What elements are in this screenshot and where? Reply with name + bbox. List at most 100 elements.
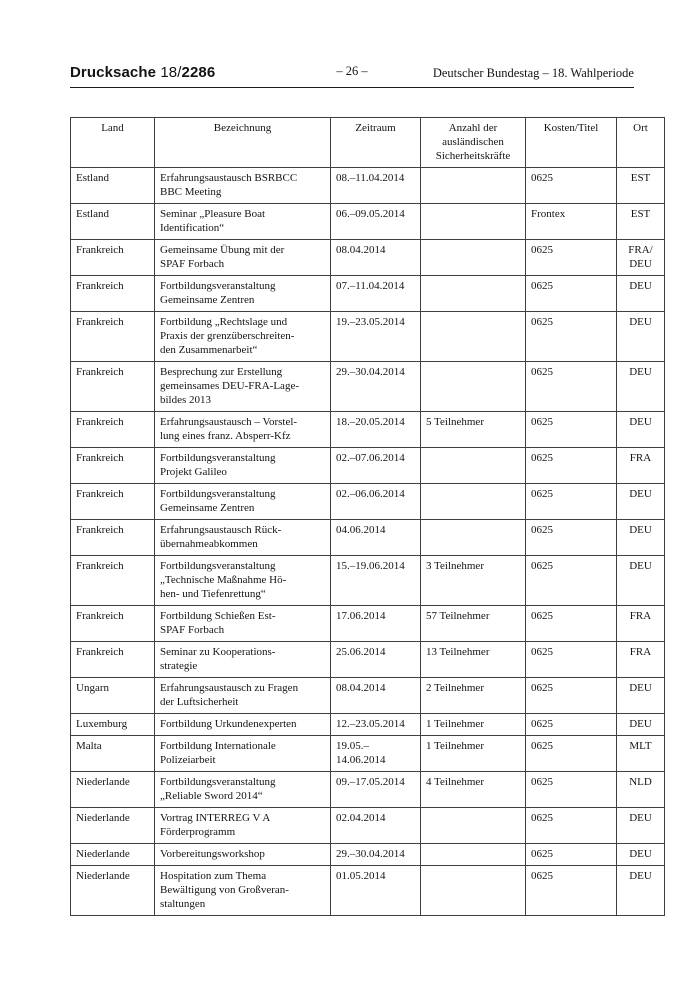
table-row: Frankreich Besprechung zur Erstellung ge… [70, 361, 665, 412]
cell-bezeichnung: Vortrag INTERREG V A Förderprogramm [154, 807, 331, 844]
cell-kosten-titel: 0625 [525, 771, 617, 808]
cell-anzahl: 13 Teilnehmer [420, 641, 526, 678]
cell-bezeichnung: Erfahrungsaustausch BSRBCC BBC Meeting [154, 167, 331, 204]
doc-number-bold: 2286 [181, 64, 216, 81]
column-header-zeitraum: Zeitraum [330, 117, 421, 168]
doc-label: Drucksache [70, 64, 157, 81]
cell-zeitraum: 15.–19.06.2014 [330, 555, 421, 606]
cell-ort: FRA/ DEU [616, 239, 665, 276]
cell-zeitraum: 29.–30.04.2014 [330, 843, 421, 866]
cell-zeitraum: 06.–09.05.2014 [330, 203, 421, 240]
cell-anzahl [420, 483, 526, 520]
table-row: Frankreich Gemeinsame Übung mit der SPAF… [70, 239, 665, 276]
cell-bezeichnung: Besprechung zur Erstellung gemeinsames D… [154, 361, 331, 412]
cell-ort: DEU [616, 865, 665, 916]
cell-anzahl: 5 Teilnehmer [420, 411, 526, 448]
table-row: Frankreich Fortbildung Schießen Est- SPA… [70, 605, 665, 642]
cell-anzahl [420, 807, 526, 844]
cell-bezeichnung: Fortbildungsveranstaltung „Reliable Swor… [154, 771, 331, 808]
table-row: Frankreich Fortbildungsveranstaltung Gem… [70, 483, 665, 520]
cell-ort: FRA [616, 641, 665, 678]
cell-land: Malta [70, 735, 155, 772]
cell-bezeichnung: Gemeinsame Übung mit der SPAF Forbach [154, 239, 331, 276]
cell-bezeichnung: Fortbildung Urkundenexperten [154, 713, 331, 736]
cell-kosten-titel: 0625 [525, 865, 617, 916]
cell-bezeichnung: Fortbildungsveranstaltung Gemeinsame Zen… [154, 275, 331, 312]
cell-anzahl [420, 361, 526, 412]
document-id: Drucksache 18/2286 [70, 64, 215, 81]
cell-bezeichnung: Hospitation zum Thema Bewältigung von Gr… [154, 865, 331, 916]
table-row: Malta Fortbildung Internationale Polizei… [70, 735, 665, 772]
table-row: Estland Seminar „Pleasure Boat Identific… [70, 203, 665, 240]
cell-ort: DEU [616, 713, 665, 736]
table-row: Frankreich Fortbildungsveranstaltung Gem… [70, 275, 665, 312]
cell-bezeichnung: Erfahrungsaustausch Rück- übernahmeabkom… [154, 519, 331, 556]
table-row: Estland Erfahrungsaustausch BSRBCC BBC M… [70, 167, 665, 204]
cell-kosten-titel: 0625 [525, 843, 617, 866]
cell-land: Luxemburg [70, 713, 155, 736]
cell-zeitraum: 29.–30.04.2014 [330, 361, 421, 412]
cell-anzahl: 4 Teilnehmer [420, 771, 526, 808]
cell-land: Frankreich [70, 483, 155, 520]
cell-land: Niederlande [70, 807, 155, 844]
cell-zeitraum: 18.–20.05.2014 [330, 411, 421, 448]
column-header-ort: Ort [616, 117, 665, 168]
cell-ort: NLD [616, 771, 665, 808]
table-row: Frankreich Fortbildungsveranstaltung „Te… [70, 555, 665, 606]
table-header-row: Land Bezeichnung Zeitraum Anzahl der aus… [70, 117, 665, 168]
cell-bezeichnung: Fortbildung „Rechtslage und Praxis der g… [154, 311, 331, 362]
cell-bezeichnung: Fortbildungsveranstaltung Gemeinsame Zen… [154, 483, 331, 520]
cell-land: Frankreich [70, 641, 155, 678]
table-row: Ungarn Erfahrungsaustausch zu Fragen der… [70, 677, 665, 714]
cell-land: Niederlande [70, 843, 155, 866]
cell-anzahl [420, 275, 526, 312]
cell-ort: DEU [616, 555, 665, 606]
cell-land: Frankreich [70, 411, 155, 448]
cell-ort: EST [616, 167, 665, 204]
table-row: Frankreich Erfahrungsaustausch Rück- übe… [70, 519, 665, 556]
cell-ort: DEU [616, 275, 665, 312]
cell-anzahl [420, 167, 526, 204]
cell-land: Frankreich [70, 447, 155, 484]
cell-kosten-titel: 0625 [525, 677, 617, 714]
cell-kosten-titel: Frontex [525, 203, 617, 240]
cell-ort: DEU [616, 519, 665, 556]
table-row: Niederlande Vortrag INTERREG V A Förderp… [70, 807, 665, 844]
cell-kosten-titel: 0625 [525, 311, 617, 362]
cell-land: Ungarn [70, 677, 155, 714]
cell-zeitraum: 02.–07.06.2014 [330, 447, 421, 484]
cell-kosten-titel: 0625 [525, 275, 617, 312]
cell-zeitraum: 12.–23.05.2014 [330, 713, 421, 736]
cell-anzahl: 57 Teilnehmer [420, 605, 526, 642]
doc-number-prefix: 18/ [160, 64, 182, 81]
cell-kosten-titel: 0625 [525, 239, 617, 276]
doc-number: 18/2286 [160, 64, 215, 81]
cell-land: Estland [70, 167, 155, 204]
cell-anzahl [420, 843, 526, 866]
cell-anzahl [420, 311, 526, 362]
cell-ort: DEU [616, 843, 665, 866]
table-row: Niederlande Fortbildungsveranstaltung „R… [70, 771, 665, 808]
cell-zeitraum: 25.06.2014 [330, 641, 421, 678]
cell-land: Frankreich [70, 555, 155, 606]
table-row: Frankreich Seminar zu Kooperations- stra… [70, 641, 665, 678]
cell-land: Frankreich [70, 519, 155, 556]
cell-zeitraum: 01.05.2014 [330, 865, 421, 916]
cell-anzahl [420, 239, 526, 276]
cell-zeitraum: 08.04.2014 [330, 677, 421, 714]
cell-kosten-titel: 0625 [525, 605, 617, 642]
column-header-kosten-titel: Kosten/Titel [525, 117, 617, 168]
cell-zeitraum: 19.–23.05.2014 [330, 311, 421, 362]
cell-land: Frankreich [70, 239, 155, 276]
cell-kosten-titel: 0625 [525, 641, 617, 678]
cell-bezeichnung: Seminar „Pleasure Boat Identification“ [154, 203, 331, 240]
cell-bezeichnung: Erfahrungsaustausch zu Fragen der Luftsi… [154, 677, 331, 714]
cell-bezeichnung: Seminar zu Kooperations- strategie [154, 641, 331, 678]
cell-ort: MLT [616, 735, 665, 772]
cell-ort: DEU [616, 807, 665, 844]
table-row: Frankreich Erfahrungsaustausch – Vorstel… [70, 411, 665, 448]
cell-land: Niederlande [70, 771, 155, 808]
column-header-bezeichnung: Bezeichnung [154, 117, 331, 168]
page-number: – 26 – [336, 64, 368, 78]
